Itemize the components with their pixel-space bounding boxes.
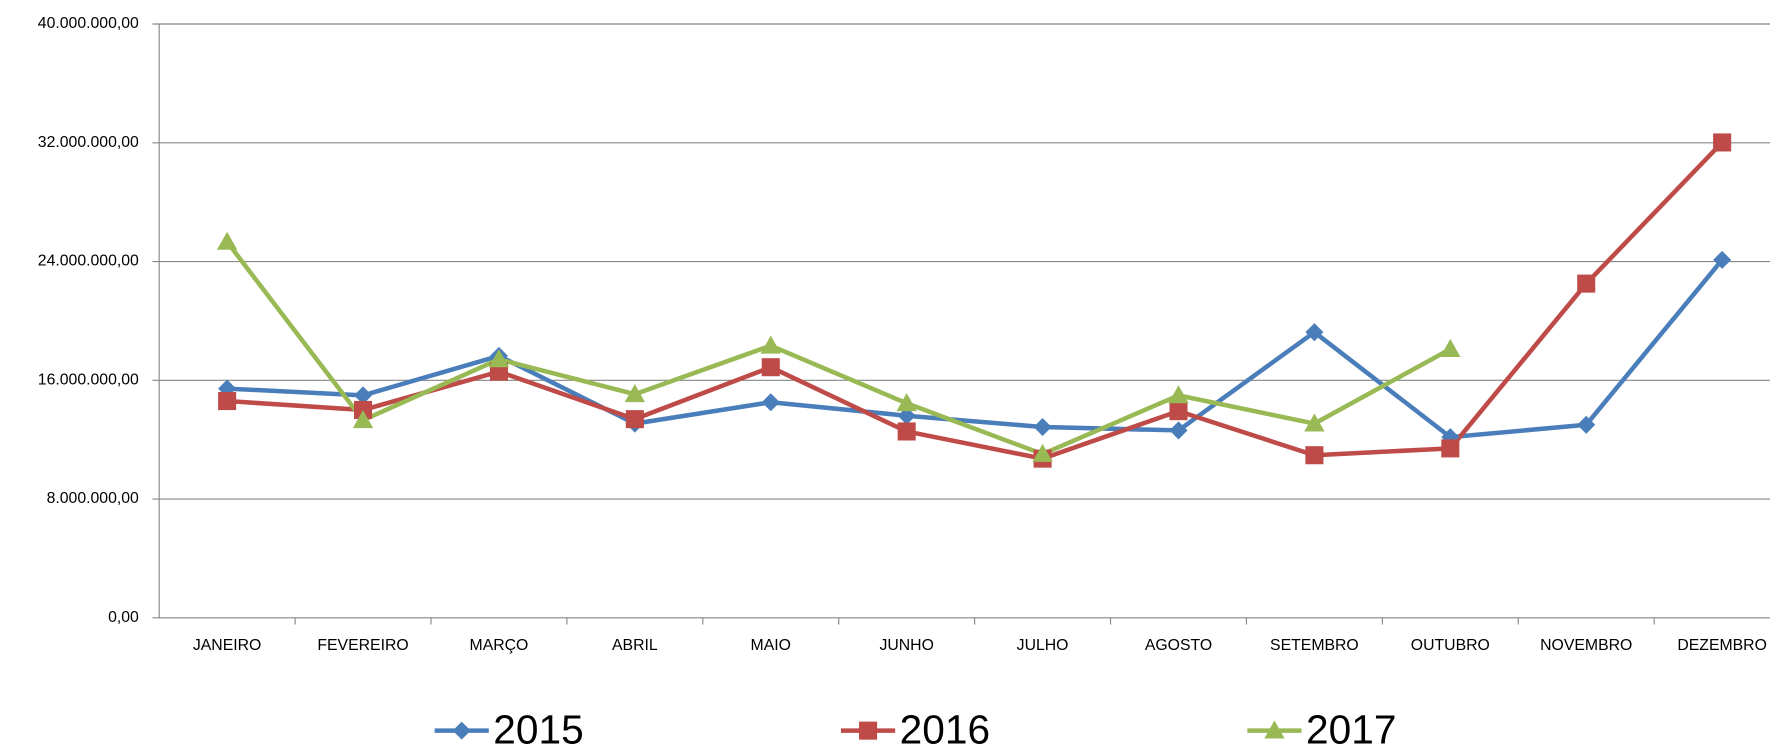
data-point — [625, 410, 644, 429]
x-tick-label: FEVEREIRO — [317, 637, 408, 654]
x-tick-label: MAIO — [751, 637, 791, 654]
data-point — [760, 335, 781, 354]
x-tick-label: AGOSTO — [1145, 637, 1212, 654]
data-point — [1577, 415, 1596, 434]
data-point — [216, 231, 238, 250]
data-point — [1305, 323, 1324, 342]
legend-marker — [1264, 720, 1285, 739]
data-point — [1441, 439, 1460, 458]
y-tick-label: 40.000.000,00 — [38, 15, 139, 32]
data-point — [1713, 133, 1732, 152]
series-line — [227, 258, 1724, 440]
x-tick-label: JANEIRO — [193, 637, 261, 654]
legend-label: 2017 — [1306, 707, 1396, 749]
data-point — [624, 384, 646, 403]
data-point — [761, 358, 780, 377]
data-point — [488, 349, 510, 368]
legend-marker — [859, 721, 878, 740]
y-tick-label: 16.000.000,00 — [38, 371, 139, 388]
x-tick-label: DEZEMBRO — [1677, 637, 1767, 654]
data-point — [1577, 274, 1596, 293]
data-point — [352, 410, 374, 429]
data-point — [1440, 338, 1461, 357]
x-tick-label: ABRIL — [612, 637, 658, 654]
y-tick-label: 8.000.000,00 — [47, 490, 139, 507]
data-point — [1169, 402, 1188, 421]
x-tick-label: JULHO — [1017, 637, 1069, 654]
y-tick-label: 0,00 — [108, 609, 139, 626]
legend-label: 2016 — [900, 707, 990, 749]
data-point — [1168, 385, 1189, 404]
x-tick-label: OUTUBRO — [1411, 637, 1490, 654]
data-point — [897, 422, 916, 441]
data-point — [761, 393, 780, 412]
data-point — [1304, 413, 1325, 432]
legend-label: 2015 — [493, 707, 583, 749]
series-line — [226, 140, 1724, 461]
data-point — [354, 400, 373, 419]
data-point — [896, 393, 917, 412]
data-point — [354, 386, 373, 405]
data-point — [218, 392, 237, 411]
x-tick-label: MARÇO — [470, 637, 529, 654]
x-tick-label: JUNHO — [879, 637, 933, 654]
data-point — [897, 406, 916, 425]
y-tick-label: 24.000.000,00 — [38, 253, 139, 270]
legend-marker — [452, 721, 471, 740]
x-tick-label: SETEMBRO — [1270, 637, 1359, 654]
series-line — [225, 240, 1452, 457]
data-point — [1033, 417, 1052, 437]
x-tick-label: NOVEMBRO — [1540, 637, 1632, 654]
data-point — [1305, 446, 1324, 465]
data-point — [1032, 443, 1053, 462]
y-tick-label: 32.000.000,00 — [38, 134, 139, 151]
